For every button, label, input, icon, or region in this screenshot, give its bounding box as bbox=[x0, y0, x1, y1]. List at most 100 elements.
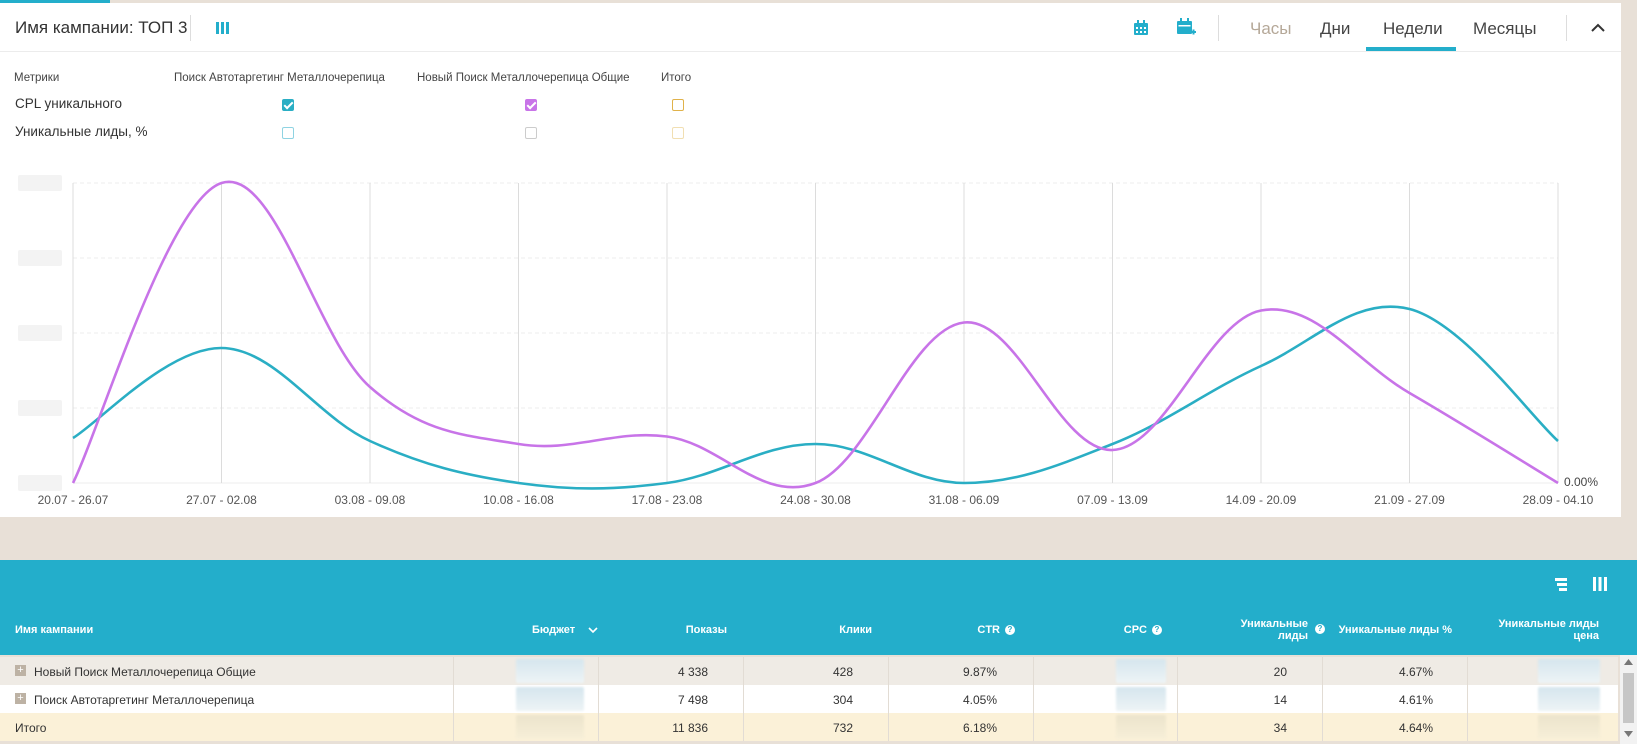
row-unique-leads: 14 bbox=[1273, 693, 1287, 707]
y-right-label: 0.00% bbox=[1564, 475, 1598, 489]
chevron-down-icon[interactable] bbox=[588, 626, 598, 634]
expand-row-icon[interactable]: + bbox=[15, 693, 26, 704]
metric-column-header: Итого bbox=[661, 72, 692, 84]
column-divider bbox=[1177, 713, 1178, 741]
total-shows: 11 836 bbox=[672, 721, 708, 735]
total-label: Итого bbox=[15, 721, 47, 735]
column-divider bbox=[598, 713, 599, 741]
column-divider bbox=[1033, 713, 1034, 741]
total-ctr: 6.18% bbox=[962, 721, 997, 735]
y-tick-label-redacted bbox=[18, 400, 62, 416]
row-ctr: 9.87% bbox=[962, 665, 997, 679]
lead-price-redacted bbox=[1538, 659, 1600, 683]
total-clicks: 732 bbox=[832, 721, 853, 735]
row-campaign-name: Поиск Автотаргетинг Металлочерепица bbox=[34, 693, 255, 707]
chevron-up-icon[interactable] bbox=[1587, 17, 1609, 39]
column-divider bbox=[1177, 657, 1178, 685]
active-tab-indicator bbox=[1366, 47, 1456, 51]
metric-checkbox[interactable] bbox=[672, 99, 684, 111]
scroll-down-icon[interactable] bbox=[1624, 731, 1633, 737]
scroll-up-icon[interactable] bbox=[1624, 659, 1633, 665]
divider bbox=[1566, 15, 1567, 41]
cpc-redacted bbox=[1116, 687, 1166, 711]
metric-checkbox[interactable] bbox=[282, 99, 294, 111]
x-tick-label: 21.09 - 27.09 bbox=[1374, 493, 1445, 507]
x-tick-label: 07.09 - 13.09 bbox=[1077, 493, 1148, 507]
cpc-redacted bbox=[1116, 659, 1166, 683]
budget-redacted bbox=[516, 659, 584, 683]
total-unique-leads-pct: 4.64% bbox=[1398, 721, 1433, 735]
column-header-clicks[interactable]: Клики bbox=[839, 624, 872, 636]
loading-progress-bar bbox=[0, 0, 110, 3]
row-unique-leads-pct: 4.67% bbox=[1398, 665, 1433, 679]
tab-hours[interactable]: Часы bbox=[1250, 19, 1292, 38]
calendar-icon[interactable] bbox=[1130, 17, 1152, 39]
scrollbar-thumb[interactable] bbox=[1623, 673, 1634, 723]
tab-days[interactable]: Дни bbox=[1320, 19, 1351, 38]
x-tick-label: 14.09 - 20.09 bbox=[1226, 493, 1297, 507]
cpc-label: CPC bbox=[1123, 624, 1147, 636]
y-tick-label-redacted bbox=[18, 175, 62, 191]
column-divider bbox=[598, 657, 599, 685]
total-unique-leads: 34 bbox=[1273, 721, 1287, 735]
calendar-add-icon[interactable] bbox=[1175, 17, 1197, 39]
metric-checkbox[interactable] bbox=[282, 127, 294, 139]
metric-checkbox[interactable] bbox=[525, 127, 537, 139]
column-header-cpc[interactable]: CPC? bbox=[1124, 624, 1162, 636]
column-header-budget[interactable]: Бюджет bbox=[532, 624, 598, 636]
column-divider bbox=[743, 713, 744, 741]
column-divider bbox=[1322, 685, 1323, 713]
y-tick-label-redacted bbox=[18, 475, 62, 491]
tab-weeks[interactable]: Недели bbox=[1383, 19, 1443, 38]
divider bbox=[1218, 15, 1219, 41]
table-row[interactable]: + Новый Поиск Металлочерепица Общие 4 33… bbox=[0, 657, 1618, 685]
metric-row-label: CPL уникального bbox=[15, 96, 122, 111]
row-unique-leads-pct: 4.61% bbox=[1398, 693, 1433, 707]
column-header-ctr[interactable]: CTR? bbox=[977, 624, 1015, 636]
x-tick-label: 03.08 - 09.08 bbox=[335, 493, 406, 507]
help-icon[interactable]: ? bbox=[1152, 625, 1162, 636]
table-scrollbar[interactable] bbox=[1620, 655, 1637, 744]
chart-panel: Имя кампании: ТОП 3 Часы Дни Недели Меся… bbox=[0, 3, 1621, 517]
column-divider bbox=[888, 713, 889, 741]
column-divider bbox=[453, 713, 454, 741]
metrics-selector: Метрики Поиск Автотаргетинг Металлочереп… bbox=[0, 58, 1621, 158]
x-tick-label: 24.08 - 30.08 bbox=[780, 493, 851, 507]
help-icon[interactable]: ? bbox=[1005, 625, 1015, 636]
column-header-unique-leads-pct[interactable]: Уникальные лиды % bbox=[1338, 624, 1452, 636]
cpc-redacted bbox=[1116, 715, 1166, 739]
columns-icon[interactable] bbox=[211, 17, 233, 39]
panel-header: Имя кампании: ТОП 3 Часы Дни Недели Меся… bbox=[0, 3, 1621, 52]
metric-checkbox[interactable] bbox=[525, 99, 537, 111]
column-header-campaign[interactable]: Имя кампании bbox=[15, 624, 94, 636]
budget-label: Бюджет bbox=[532, 624, 576, 636]
x-tick-label: 28.09 - 04.10 bbox=[1523, 493, 1594, 507]
sort-list-icon[interactable] bbox=[1553, 576, 1569, 597]
line-chart: 20.07 - 26.07 27.07 - 02.08 03.08 - 09.08 1… bbox=[18, 175, 1598, 507]
column-header-shows[interactable]: Показы bbox=[685, 624, 727, 636]
column-header-unique-leads[interactable]: Уникальные лиды? bbox=[1218, 618, 1325, 642]
tab-months[interactable]: Месяцы bbox=[1473, 19, 1537, 38]
row-clicks: 428 bbox=[832, 665, 853, 679]
table-header: Имя кампании Бюджет Показы Клики CTR? CP… bbox=[0, 560, 1637, 655]
help-icon[interactable]: ? bbox=[1315, 624, 1325, 634]
budget-redacted bbox=[516, 687, 584, 711]
columns-settings-icon[interactable] bbox=[1592, 576, 1608, 597]
column-divider bbox=[1322, 657, 1323, 685]
column-divider bbox=[888, 657, 889, 685]
column-divider bbox=[453, 685, 454, 713]
total-row: Итого 11 836 732 6.18% 34 4.64% bbox=[0, 713, 1618, 741]
column-divider bbox=[1177, 685, 1178, 713]
row-unique-leads: 20 bbox=[1273, 665, 1287, 679]
row-campaign-name: Новый Поиск Металлочерепица Общие bbox=[34, 665, 256, 679]
column-divider bbox=[1467, 657, 1468, 685]
table-row[interactable]: + Поиск Автотаргетинг Металлочерепица 7 … bbox=[0, 685, 1618, 713]
campaign-table: Имя кампании Бюджет Показы Клики CTR? CP… bbox=[0, 560, 1637, 744]
metric-checkbox[interactable] bbox=[672, 127, 684, 139]
column-divider bbox=[1467, 685, 1468, 713]
column-divider bbox=[1467, 713, 1468, 741]
column-divider bbox=[598, 685, 599, 713]
column-header-unique-leads-price[interactable]: Уникальные лиды цена bbox=[1498, 618, 1599, 642]
row-ctr: 4.05% bbox=[962, 693, 997, 707]
expand-row-icon[interactable]: + bbox=[15, 665, 26, 676]
